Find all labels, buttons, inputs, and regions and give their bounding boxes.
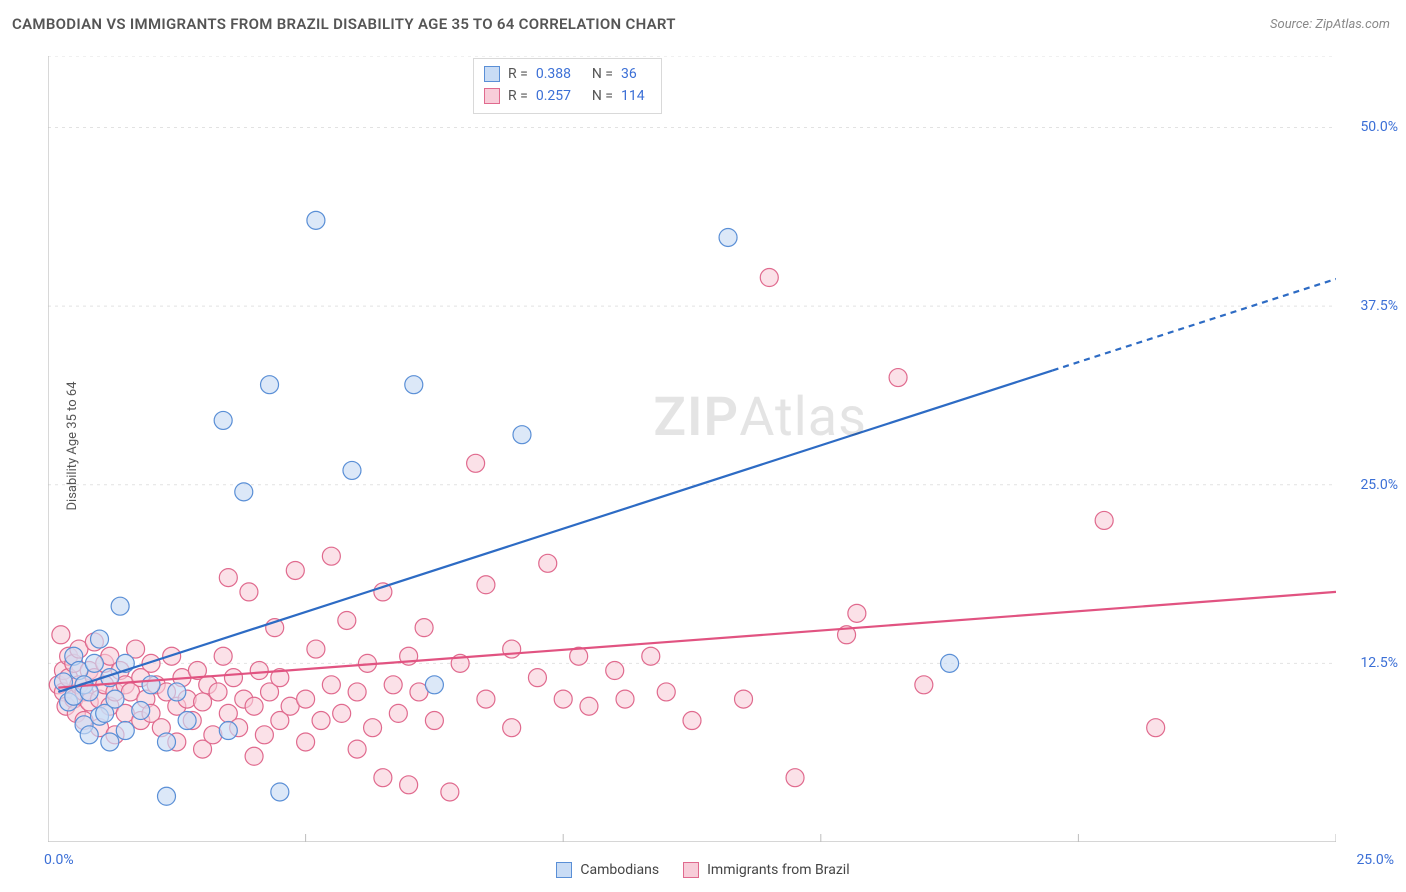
header: CAMBODIAN VS IMMIGRANTS FROM BRAZIL DISA… [0, 0, 1406, 48]
legend-swatch [683, 862, 699, 878]
y-axis-tick-label: 37.5% [1360, 298, 1398, 314]
legend-row: R = 0.388 N = 36 [484, 63, 651, 85]
correlation-legend: R = 0.388 N = 36 R = 0.257 N = 114 [473, 58, 662, 114]
chart-area: ZIPAtlas R =0.388N =36R =0.257N =114 0.0… [48, 56, 1336, 842]
legend-swatch [484, 66, 500, 82]
series-legend: Cambodians Immigrants from Brazil [0, 862, 1406, 878]
legend-row: R = 0.257 N = 114 [484, 85, 651, 107]
legend-n-label: N = [592, 63, 613, 85]
legend-n-label: N = [592, 85, 613, 107]
scatter-chart [48, 56, 1336, 842]
legend-n-value: 36 [621, 63, 651, 85]
legend-r-label: R = [508, 63, 528, 85]
legend-item: Immigrants from Brazil [683, 862, 850, 878]
y-axis-tick-label: 25.0% [1360, 477, 1398, 493]
legend-item: Cambodians [556, 862, 659, 878]
y-axis-tick-label: 12.5% [1360, 655, 1398, 671]
chart-title: CAMBODIAN VS IMMIGRANTS FROM BRAZIL DISA… [12, 15, 676, 33]
legend-item-label: Cambodians [580, 862, 659, 878]
y-axis-tick-label: 50.0% [1360, 119, 1398, 135]
legend-swatch [484, 88, 500, 104]
legend-item-label: Immigrants from Brazil [707, 862, 850, 878]
legend-swatch [556, 862, 572, 878]
legend-r-label: R = [508, 85, 528, 107]
legend-r-value: 0.257 [536, 85, 584, 107]
legend-r-value: 0.388 [536, 63, 584, 85]
source-attribution: Source: ZipAtlas.com [1270, 17, 1390, 32]
legend-n-value: 114 [621, 85, 651, 107]
